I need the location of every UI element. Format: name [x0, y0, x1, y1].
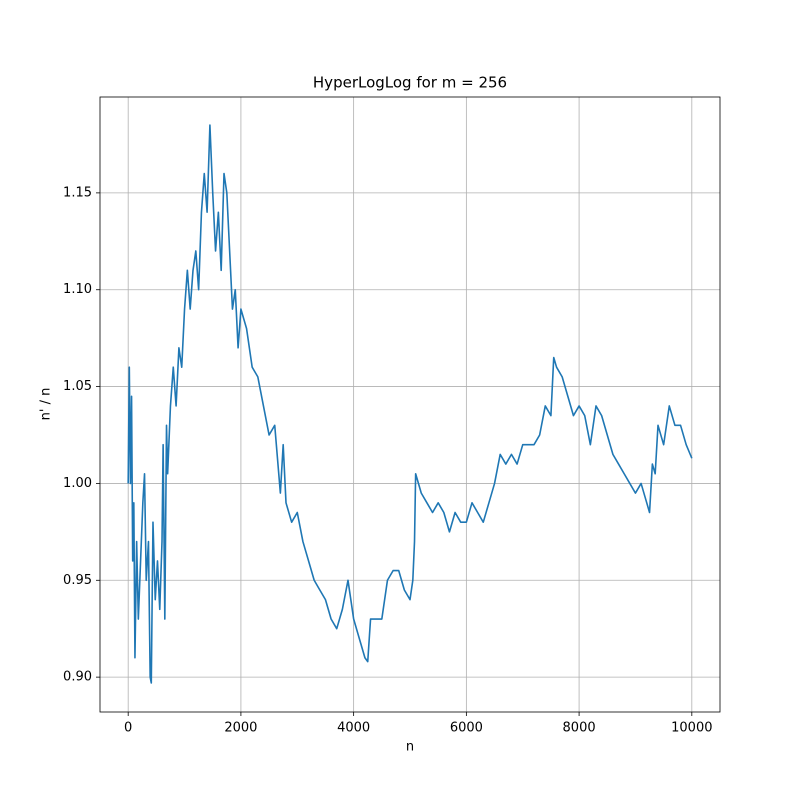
- x-axis-label: n: [406, 740, 414, 755]
- y-tick-label: 1.10: [63, 282, 92, 297]
- y-tick-label: 0.95: [63, 573, 92, 588]
- x-tick-label: 0: [124, 721, 132, 736]
- x-tick-label: 8000: [563, 721, 596, 736]
- y-tick-label: 1.00: [63, 476, 92, 491]
- plot-frame: [99, 96, 721, 713]
- x-tick-label: 2000: [224, 721, 257, 736]
- x-tick-label: 4000: [337, 721, 370, 736]
- y-axis-label: n' / n: [39, 388, 54, 421]
- y-tick-label: 1.15: [63, 185, 92, 200]
- data-line: [127, 124, 693, 684]
- x-tick-label: 10000: [671, 721, 712, 736]
- y-tick-label: 0.90: [63, 670, 92, 685]
- y-tick-label: 1.05: [63, 379, 92, 394]
- x-tick-label: 6000: [450, 721, 483, 736]
- chart-title: HyperLogLog for m = 256: [313, 74, 507, 92]
